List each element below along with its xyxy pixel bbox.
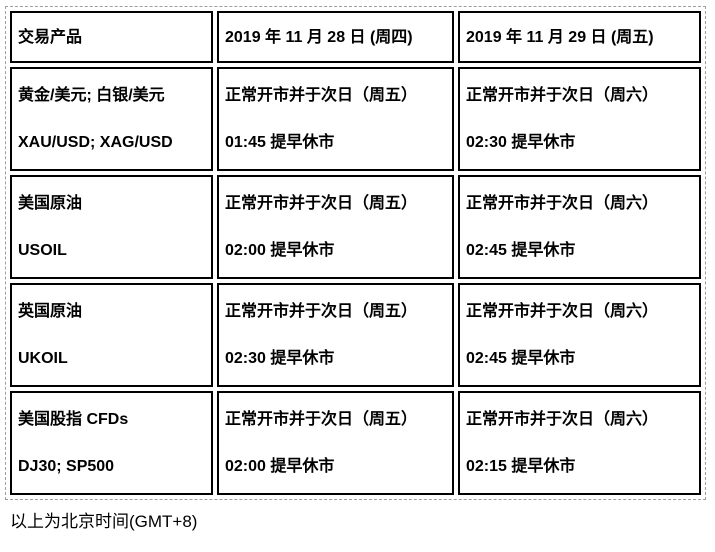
schedule-cell-gold-silver-nov29: 正常开市并于次日（周六） 02:30 提早休市 [458,67,701,171]
product-name: 英国原油 [18,303,83,320]
product-cell-usoil: 美国原油 USOIL [10,175,213,279]
market-hours-table: 交易产品 2019 年 11 月 28 日 (周四) 2019 年 11 月 2… [5,6,706,500]
schedule-close-time: 02:30 提早休市 [466,134,576,151]
schedule-close-time: 02:00 提早休市 [225,458,335,475]
product-symbols: DJ30; SP500 [18,458,115,475]
schedule-close-time: 02:30 提早休市 [225,350,335,367]
header-cell-date-nov29: 2019 年 11 月 29 日 (周五) [458,11,701,63]
schedule-status: 正常开市并于次日（周六） [466,303,659,320]
header-cell-product: 交易产品 [10,11,213,63]
table-grid: 交易产品 2019 年 11 月 28 日 (周四) 2019 年 11 月 2… [6,7,705,499]
product-cell-gold-silver: 黄金/美元; 白银/美元 XAU/USD; XAG/USD [10,67,213,171]
schedule-status: 正常开市并于次日（周六） [466,87,659,104]
header-cell-date-nov28: 2019 年 11 月 28 日 (周四) [217,11,454,63]
schedule-cell-usoil-nov29: 正常开市并于次日（周六） 02:45 提早休市 [458,175,701,279]
product-name: 黄金/美元; 白银/美元 [18,87,165,104]
schedule-close-time: 02:45 提早休市 [466,350,576,367]
schedule-status: 正常开市并于次日（周五） [225,195,418,212]
product-name: 美国原油 [18,195,83,212]
schedule-status: 正常开市并于次日（周五） [225,411,418,428]
schedule-cell-usoil-nov28: 正常开市并于次日（周五） 02:00 提早休市 [217,175,454,279]
header-label: 2019 年 11 月 29 日 (周五) [466,28,654,46]
product-symbols: XAU/USD; XAG/USD [18,134,173,151]
product-name: 美国股指 CFDs [18,411,129,428]
schedule-close-time: 02:15 提早休市 [466,458,576,475]
schedule-cell-gold-silver-nov28: 正常开市并于次日（周五） 01:45 提早休市 [217,67,454,171]
schedule-cell-ukoil-nov28: 正常开市并于次日（周五） 02:30 提早休市 [217,283,454,387]
product-cell-ukoil: 英国原油 UKOIL [10,283,213,387]
schedule-cell-ukoil-nov29: 正常开市并于次日（周六） 02:45 提早休市 [458,283,701,387]
product-symbols: USOIL [18,242,67,259]
header-label: 2019 年 11 月 28 日 (周四) [225,28,413,46]
schedule-status: 正常开市并于次日（周五） [225,303,418,320]
schedule-close-time: 01:45 提早休市 [225,134,335,151]
product-cell-us-index-cfds: 美国股指 CFDs DJ30; SP500 [10,391,213,495]
schedule-status: 正常开市并于次日（周六） [466,195,659,212]
product-symbols: UKOIL [18,350,68,367]
schedule-close-time: 02:45 提早休市 [466,242,576,259]
schedule-close-time: 02:00 提早休市 [225,242,335,259]
timezone-note: 以上为北京时间(GMT+8) [10,512,198,531]
schedule-status: 正常开市并于次日（周六） [466,411,659,428]
schedule-cell-us-index-nov28: 正常开市并于次日（周五） 02:00 提早休市 [217,391,454,495]
schedule-status: 正常开市并于次日（周五） [225,87,418,104]
schedule-cell-us-index-nov29: 正常开市并于次日（周六） 02:15 提早休市 [458,391,701,495]
header-label: 交易产品 [18,28,83,46]
